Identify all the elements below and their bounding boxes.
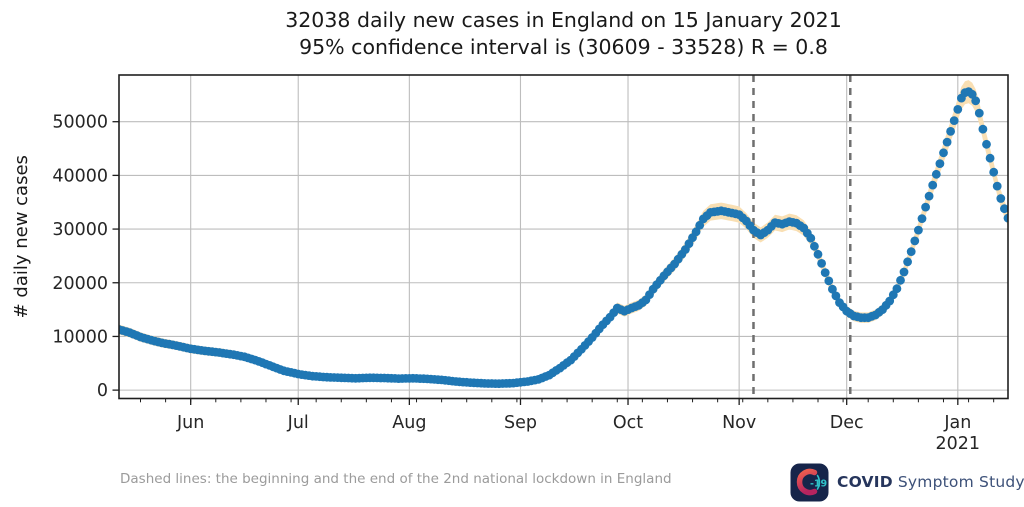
wordmark-covid: COVID [837,473,893,491]
app-icon: -19 [790,463,829,501]
chart-title: 32038 daily new cases in England on 15 J… [285,8,842,32]
wordmark-rest: Symptom Study [892,473,1024,491]
svg-text:Jun: Jun [176,413,204,433]
svg-text:10000: 10000 [52,327,108,347]
covid-symptom-study-logo: -19 COVID Symptom Study by ZOE ' [790,462,1024,502]
lockdown-note: Dashed lines: the beginning and the end … [120,471,672,487]
svg-text:20000: 20000 [52,274,108,294]
c-glyph [796,468,818,495]
svg-text:30000: 30000 [52,220,108,240]
svg-text:Oct: Oct [613,413,643,433]
plot-border [118,74,1009,400]
icon-19-text: -19 [810,478,827,489]
chart-plot: 0 10000 20000 30000 40000 50000 Jun Jul Aug Sep Oc… [11,74,1009,454]
x-gridlines [190,75,959,399]
svg-text:0: 0 [97,381,108,401]
teal-arc [816,474,821,490]
chart-subtitle: 95% confidence interval is (30609 - 3352… [299,34,828,59]
y-axis-ticks: 0 10000 20000 30000 40000 50000 [52,113,119,401]
svg-text:Jul: Jul [287,413,309,433]
y-gridlines [119,121,1008,391]
svg-text:Dec: Dec [830,413,864,433]
svg-text:Aug: Aug [392,413,426,433]
svg-text:50000: 50000 [52,113,108,133]
svg-text:Sep: Sep [504,413,537,433]
svg-text:Nov: Nov [722,413,756,433]
confidence-band [119,80,1008,388]
y-axis-label: # daily new cases [11,155,32,318]
svg-text:40000: 40000 [52,166,108,186]
svg-text:Jan: Jan [943,413,971,433]
svg-text:# daily new cases: # daily new cases [11,155,32,318]
app-wordmark: COVID Symptom Study [837,473,1024,491]
chart-title-block: 32038 daily new cases in England on 15 J… [119,7,1008,60]
svg-text:2021: 2021 [936,434,981,454]
data-dots [119,87,1008,389]
